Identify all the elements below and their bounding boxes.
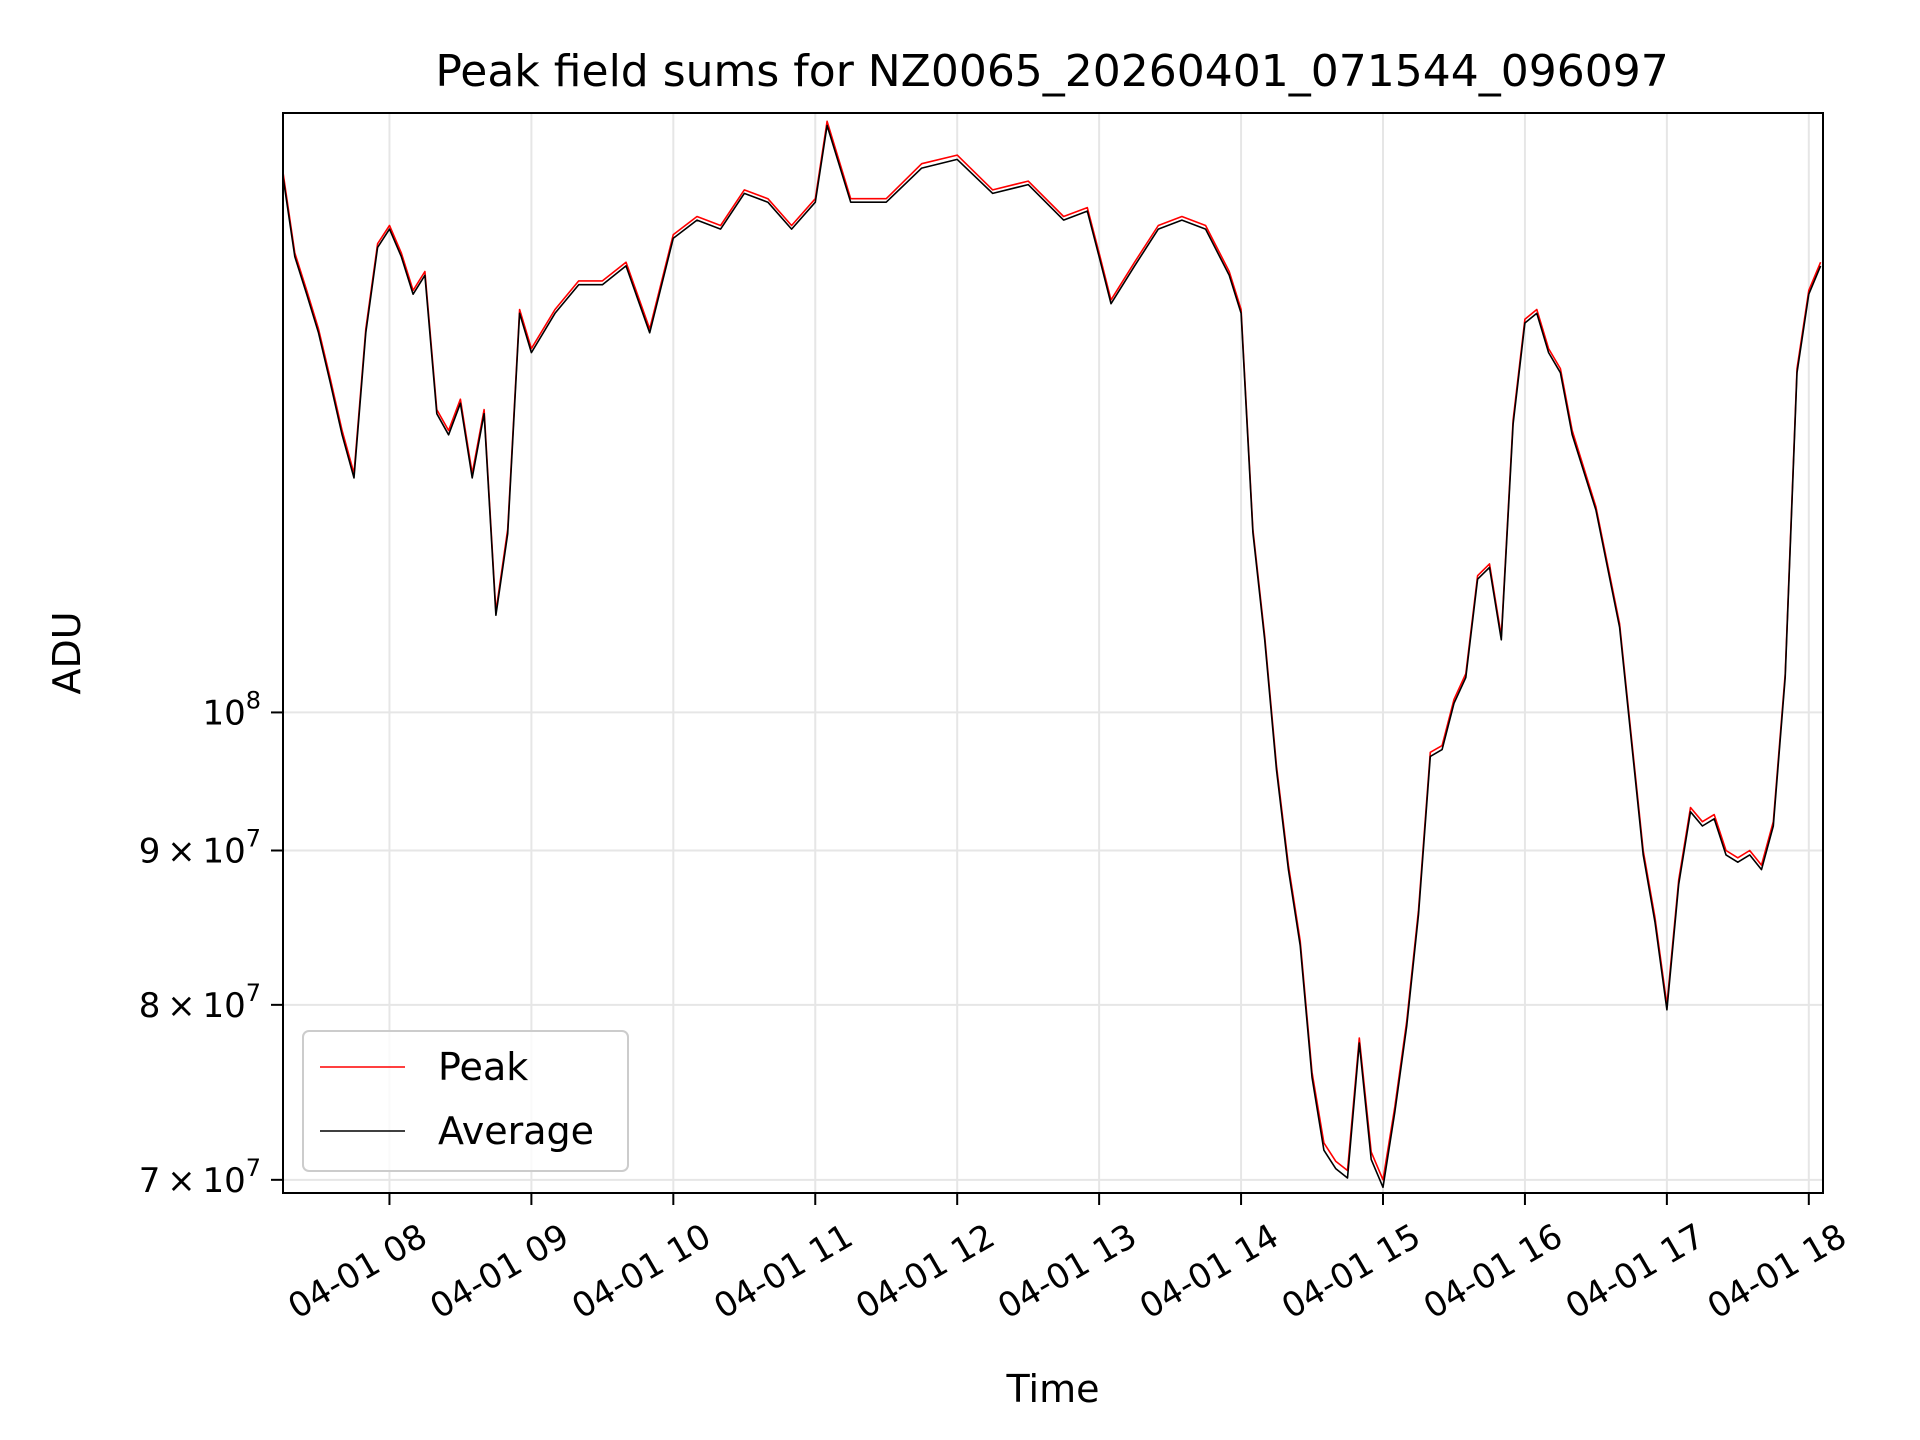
y-tick-label: 8 × 107 [139, 979, 261, 1026]
x-axis-label: Time [1006, 1367, 1100, 1411]
grid [283, 113, 1823, 1193]
plot-frame [282, 112, 1824, 1194]
chart-title: Peak field sums for NZ0065_20260401_0715… [435, 46, 1668, 97]
y-tick-label: 7 × 107 [139, 1154, 261, 1201]
y-tick-label: 108 [202, 686, 261, 733]
y-axis: 7 × 107 8 × 107 9 × 107 108 [139, 686, 283, 1201]
y-tick-label: 9 × 107 [139, 824, 261, 871]
plot-area [282, 120, 1822, 1189]
legend-label-peak: Peak [438, 1045, 528, 1089]
legend-label-average: Average [438, 1109, 594, 1153]
legend-box [302, 1030, 629, 1172]
legend: Peak Average [302, 1030, 629, 1172]
series-line-average [282, 124, 1822, 1189]
y-axis-label: ADU [45, 611, 89, 694]
